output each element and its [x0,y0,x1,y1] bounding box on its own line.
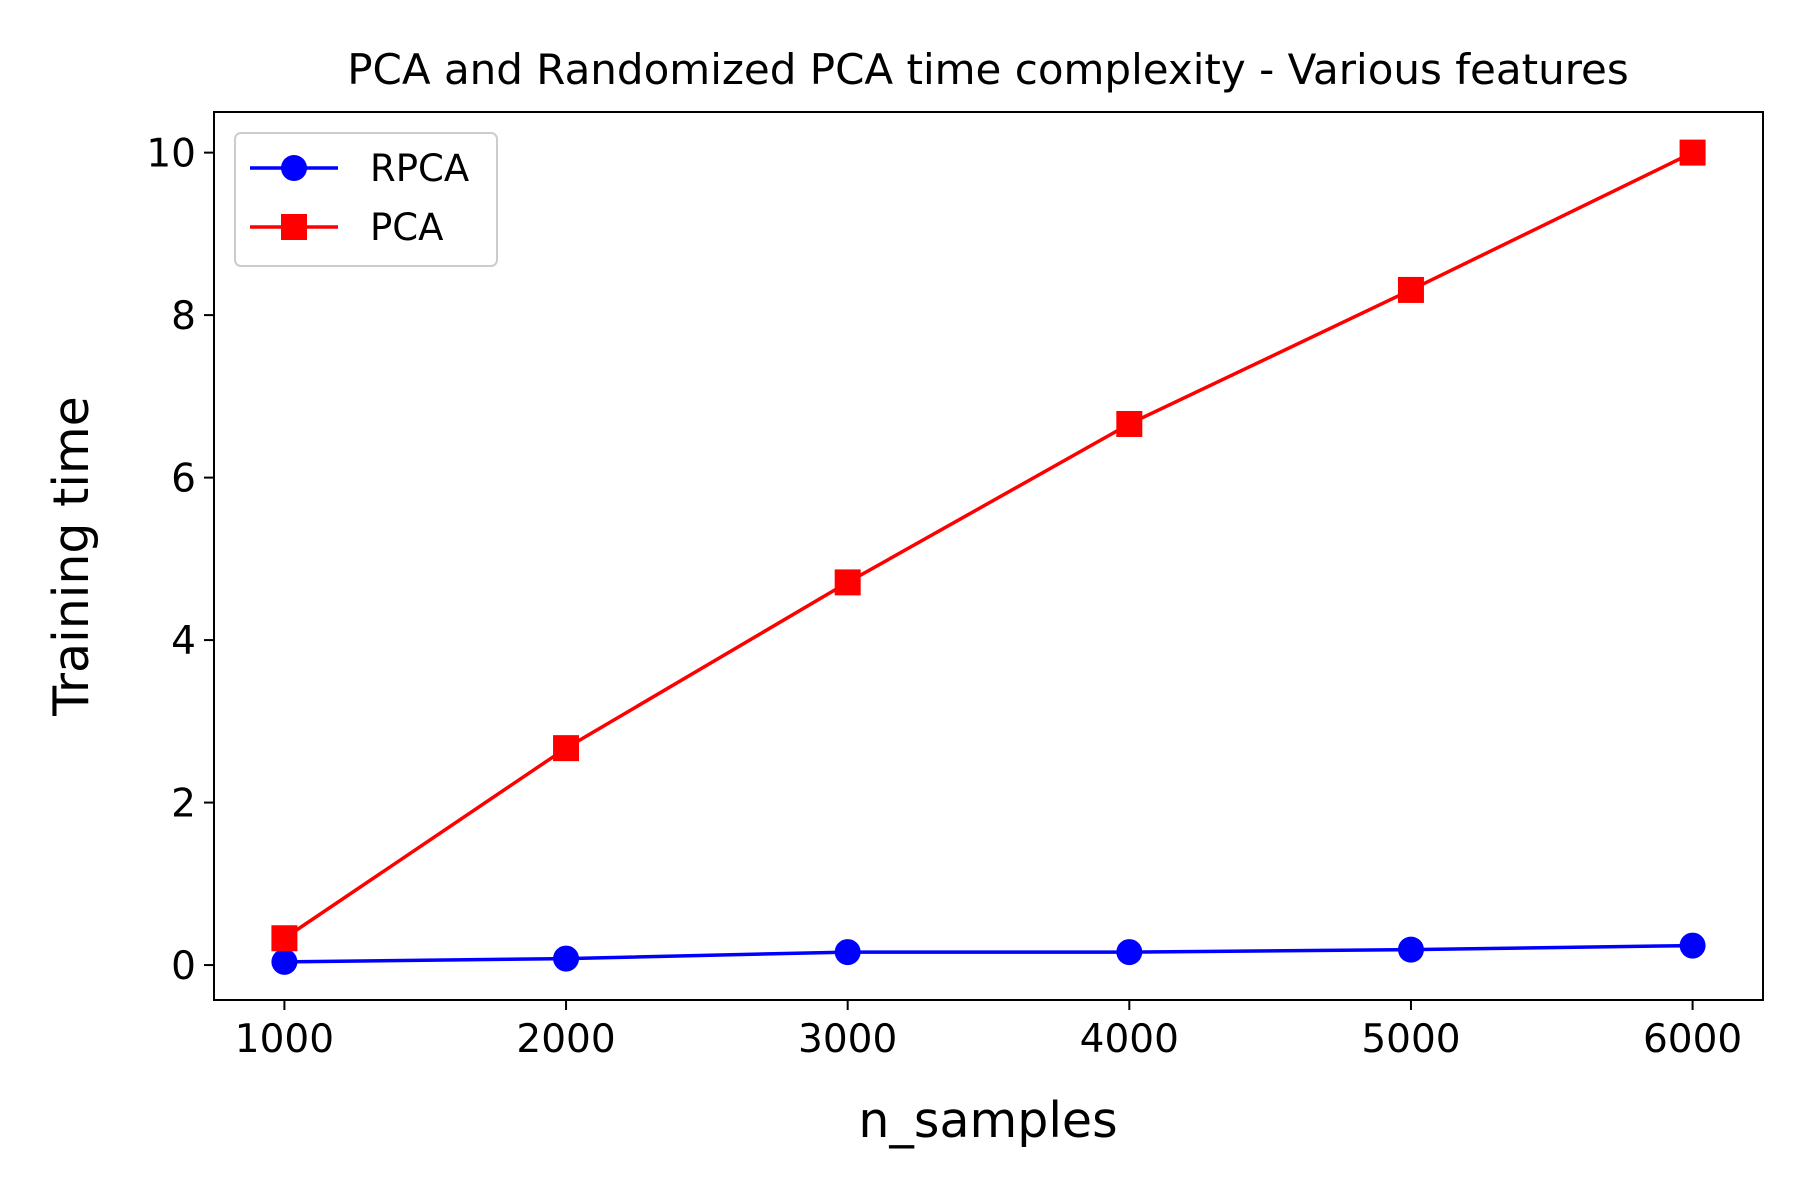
y-tick-label: 4 [171,619,196,664]
y-axis-label: Training time [43,396,100,717]
y-tick-label: 0 [171,944,196,989]
legend-pca-label: PCA [370,206,443,249]
y-tick-label: 10 [146,132,196,177]
pca-marker [1116,410,1143,437]
rpca-marker [553,945,580,972]
y-tick-label: 8 [171,294,196,339]
x-axis-label: n_samples [858,1092,1117,1149]
x-tick-label: 2000 [516,1017,615,1062]
rpca-marker [1679,932,1706,959]
y-tick-label: 6 [171,457,196,502]
x-axis-ticks: 1000 2000 3000 4000 5000 6000 [235,1000,1742,1062]
rpca-marker [834,939,861,966]
y-tick-label: 2 [171,782,196,827]
pca-marker [834,569,861,596]
x-tick-label: 6000 [1643,1017,1742,1062]
x-tick-label: 1000 [235,1017,334,1062]
plot-frame [213,111,1764,1001]
legend-rpca-label: RPCA [370,147,469,190]
legend-rpca-marker [281,155,307,181]
plot-series [271,139,1706,975]
pca-marker [271,925,298,952]
rpca-marker [271,948,298,975]
y-axis-ticks: 0 2 4 6 8 10 [146,132,214,989]
rpca-marker [1397,936,1424,963]
x-tick-label: 5000 [1361,1017,1460,1062]
legend: RPCA PCA [234,132,498,267]
pca-marker [1397,276,1424,303]
legend-pca-marker [281,214,307,240]
series-pca [271,139,1706,952]
pca-line [283,151,1694,940]
rpca-marker [1116,939,1143,966]
rpca-line [284,943,1693,964]
x-tick-label: 4000 [1080,1017,1179,1062]
pca-marker [553,735,580,762]
chart-title: PCA and Randomized PCA time complexity -… [347,45,1629,94]
series-rpca [271,932,1706,975]
x-tick-label: 3000 [798,1017,897,1062]
pca-marker [1679,139,1706,166]
